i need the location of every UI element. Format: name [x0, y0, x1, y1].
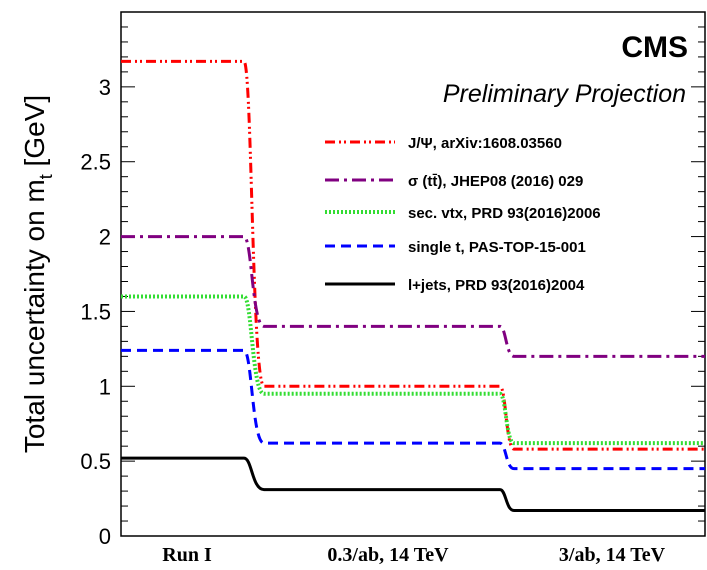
- y-tick-label: 2.5: [80, 150, 111, 175]
- legend: J/Ψ, arXiv:1608.03560 σ (tt̄), JHEP08 (20…: [325, 135, 601, 294]
- series-line: [121, 294, 705, 446]
- x-axis: Run I 0.3/ab, 14 TeV 3/ab, 14 TeV: [162, 544, 665, 566]
- y-axis-title-main: Total uncertainty on m: [19, 179, 50, 453]
- experiment-label: CMS: [621, 31, 688, 64]
- y-axis-title: Total uncertainty on mt [GeV]: [19, 95, 56, 453]
- x-category-label: 3/ab, 14 TeV: [559, 544, 666, 566]
- series-line: [121, 235, 705, 358]
- y-tick-label: 0.5: [80, 449, 111, 474]
- y-tick-label: 1.5: [80, 299, 111, 324]
- series-line: [121, 59, 705, 451]
- legend-label: J/Ψ, arXiv:1608.03560: [408, 135, 562, 152]
- x-category-label: 0.3/ab, 14 TeV: [327, 544, 449, 566]
- legend-label: single t, PAS-TOP-15-001: [408, 239, 586, 256]
- y-axis-title-unit: [GeV]: [19, 95, 50, 174]
- y-tick-label: 2: [99, 225, 111, 250]
- y-axis-title-sub: t: [36, 174, 56, 179]
- legend-label: sec. vtx, PRD 93(2016)2006: [408, 205, 601, 222]
- x-category-label: Run I: [162, 544, 212, 566]
- y-tick-label: 0: [99, 524, 111, 549]
- legend-label: l+jets, PRD 93(2016)2004: [408, 277, 585, 294]
- y-tick-label: 1: [99, 374, 111, 399]
- y-tick-label: 3: [99, 75, 111, 100]
- series-line: [121, 456, 705, 513]
- series-lines: [121, 59, 705, 513]
- y-axis: 0 0.5 1 1.5 2 2.5 3: [80, 26, 705, 549]
- subtitle: Preliminary Projection: [443, 80, 686, 108]
- legend-label: σ (tt̄), JHEP08 (2016) 029: [408, 173, 583, 190]
- series-line: [121, 348, 705, 471]
- plot-frame: [120, 11, 706, 537]
